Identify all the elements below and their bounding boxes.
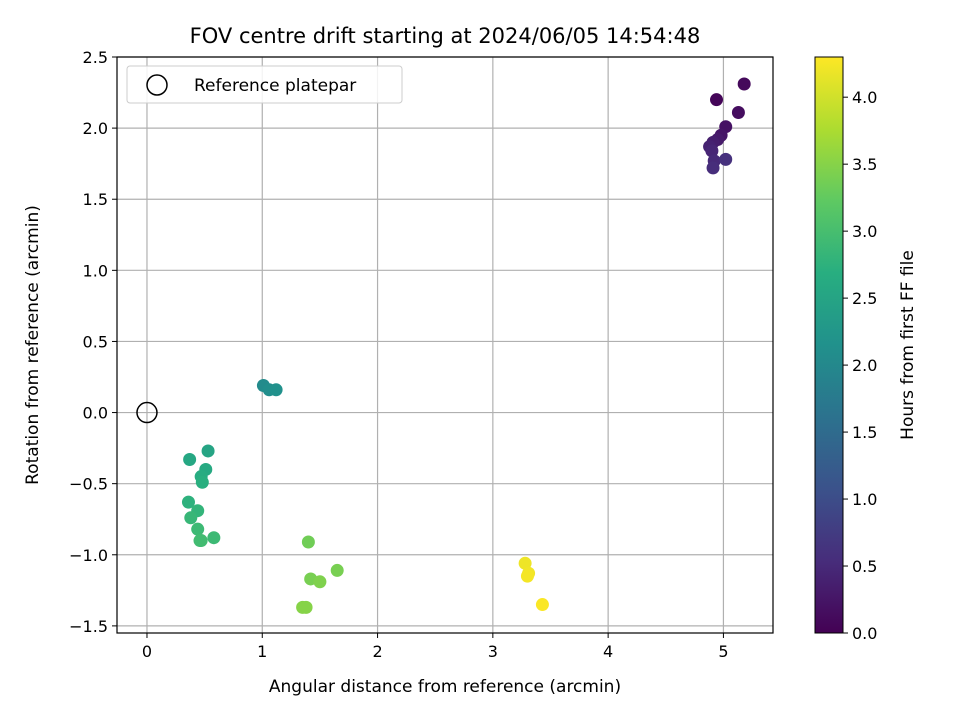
x-axis-ticks: 0 1 2 3 4 5	[142, 633, 729, 661]
data-point	[181, 495, 195, 509]
data-point	[520, 569, 534, 583]
y-tick-label: 1.0	[83, 261, 108, 280]
data-point	[183, 452, 197, 466]
colorbar	[814, 56, 844, 634]
data-points	[181, 77, 751, 614]
y-tick-label: 2.0	[83, 119, 108, 138]
colorbar-tick-label: 2.5	[852, 289, 877, 308]
data-point	[535, 598, 549, 612]
data-point	[731, 105, 745, 119]
data-point	[195, 475, 209, 489]
colorbar-tick-label: 1.0	[852, 490, 877, 509]
data-point	[330, 563, 344, 577]
data-point	[269, 383, 283, 397]
y-axis-ticks: −1.5 −1.0 −0.5 0.0 0.5 1.0 1.5 2.0 2.5	[69, 48, 117, 636]
chart-title: FOV centre drift starting at 2024/06/05 …	[190, 24, 701, 48]
colorbar-tick-label: 3.0	[852, 222, 877, 241]
data-point	[313, 575, 327, 589]
x-tick-label: 5	[718, 642, 728, 661]
legend: Reference platepar	[126, 65, 403, 104]
legend-entry-reference-platepar: Reference platepar	[194, 76, 356, 96]
data-point	[737, 77, 751, 91]
y-tick-label: 2.5	[83, 48, 108, 67]
y-tick-label: 1.5	[83, 190, 108, 209]
data-point	[518, 556, 532, 570]
y-tick-label: −1.0	[69, 546, 108, 565]
colorbar-ticks: 0.0 0.5 1.0 1.5 2.0 2.5 3.0 3.5 4.0	[843, 88, 877, 643]
data-point	[719, 152, 733, 166]
data-point	[301, 535, 315, 549]
colorbar-tick-label: 0.0	[852, 624, 877, 643]
data-point	[191, 522, 205, 536]
data-point	[194, 534, 208, 548]
colorbar-tick-label: 4.0	[852, 88, 877, 107]
colorbar-label: Hours from first FF file	[898, 250, 918, 440]
data-point	[706, 161, 720, 175]
legend-box	[126, 65, 403, 104]
y-tick-label: −0.5	[69, 475, 108, 494]
data-point	[207, 531, 221, 545]
x-tick-label: 0	[142, 642, 152, 661]
plot-frame	[116, 56, 774, 634]
data-point	[705, 144, 719, 158]
y-tick-label: 0.0	[83, 404, 108, 423]
x-tick-label: 2	[372, 642, 382, 661]
colorbar-tick-label: 3.5	[852, 155, 877, 174]
reference-point-marker	[136, 401, 158, 424]
colorbar-tick-label: 2.0	[852, 356, 877, 375]
y-tick-label: −1.5	[69, 617, 108, 636]
x-tick-label: 4	[603, 642, 613, 661]
x-tick-label: 3	[488, 642, 498, 661]
data-point	[201, 444, 215, 458]
legend-marker	[146, 74, 168, 96]
x-axis-label: Angular distance from reference (arcmin)	[269, 677, 621, 697]
y-axis-label: Rotation from reference (arcmin)	[23, 205, 43, 485]
x-tick-label: 1	[257, 642, 267, 661]
y-tick-label: 0.5	[83, 332, 108, 351]
grid	[117, 56, 773, 633]
colorbar-tick-label: 1.5	[852, 423, 877, 442]
colorbar-tick-label: 0.5	[852, 557, 877, 576]
data-point	[710, 93, 724, 107]
data-point	[299, 600, 313, 614]
data-point	[184, 511, 198, 525]
